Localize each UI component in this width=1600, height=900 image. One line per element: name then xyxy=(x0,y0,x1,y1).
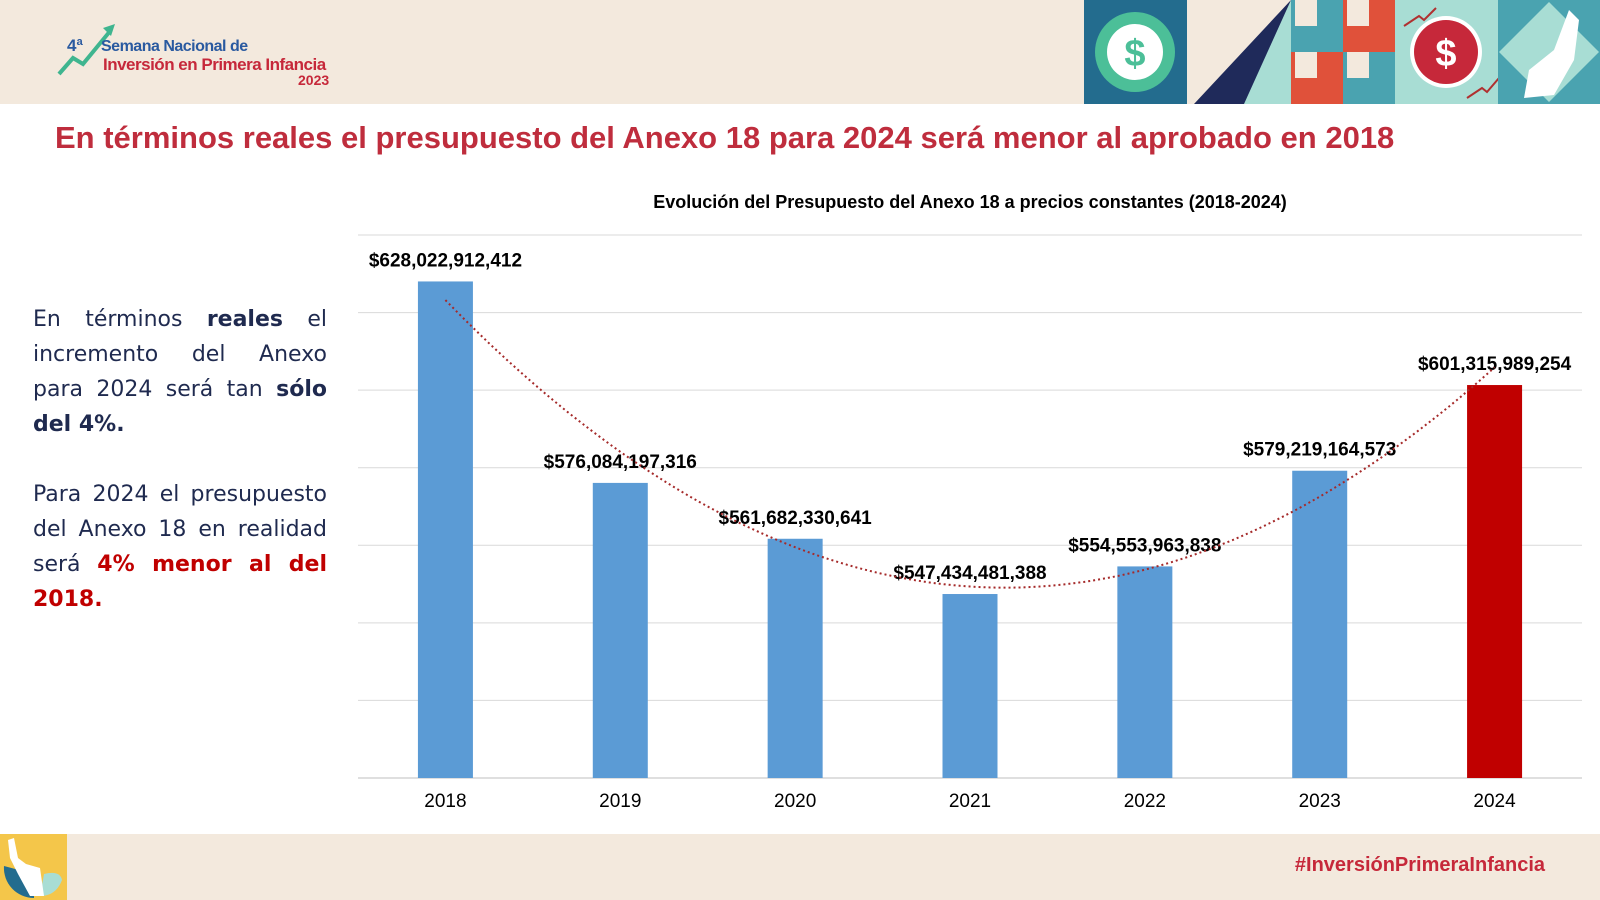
summary-paragraph-2: Para 2024 el presupuesto del Anexo 18 en… xyxy=(33,482,327,612)
x-tick-label: 2023 xyxy=(1299,791,1341,812)
bar-chart: Evolución del Presupuesto del Anexo 18 a… xyxy=(358,192,1582,812)
hand-icon xyxy=(1524,10,1579,98)
bar-2022 xyxy=(1117,566,1173,778)
data-label: $547,434,481,388 xyxy=(893,563,1046,584)
data-label: $601,315,989,254 xyxy=(1418,354,1572,375)
trendline xyxy=(444,299,1496,589)
data-label: $628,022,912,412 xyxy=(369,250,522,271)
summary-paragraph-1: En términos reales el incremento del Ane… xyxy=(33,307,328,437)
hand-logo-icon xyxy=(0,834,67,900)
x-tick-label: 2020 xyxy=(774,791,816,812)
data-label: $561,682,330,641 xyxy=(719,508,873,529)
footer-banner: #InversiónPrimeraInfancia xyxy=(0,834,1600,900)
decorative-banner: $ $ xyxy=(1084,0,1600,104)
x-tick-label: 2022 xyxy=(1124,791,1166,812)
chart-title: Evolución del Presupuesto del Anexo 18 a… xyxy=(653,192,1287,212)
x-tick-label: 2019 xyxy=(599,791,641,812)
x-tick-label: 2024 xyxy=(1473,791,1516,812)
bar-2020 xyxy=(767,538,823,778)
x-tick-label: 2018 xyxy=(424,791,466,812)
bar-2018 xyxy=(417,281,473,778)
page-title: En términos reales el presupuesto del An… xyxy=(55,120,1395,155)
hashtag[interactable]: #InversiónPrimeraInfancia xyxy=(1294,854,1545,876)
summary-text: En términos reales el incremento del Ane… xyxy=(33,302,327,652)
x-tick-label: 2021 xyxy=(949,791,991,812)
header-banner: 4ª Semana Nacional de Inversión en Prime… xyxy=(0,0,1600,104)
bar-2023 xyxy=(1292,470,1348,778)
data-label: $576,084,197,316 xyxy=(544,452,697,473)
data-label: $554,553,963,838 xyxy=(1068,535,1221,556)
data-label: $579,219,164,573 xyxy=(1243,440,1396,461)
bar-2024 xyxy=(1467,385,1523,778)
event-logo: 4ª Semana Nacional de Inversión en Prime… xyxy=(55,22,355,92)
bar-2021 xyxy=(942,594,998,778)
bar-2019 xyxy=(592,482,648,778)
svg-text:$: $ xyxy=(1435,33,1456,75)
dollar-icon xyxy=(1414,20,1478,84)
svg-text:$: $ xyxy=(1124,33,1145,75)
growth-arrow-icon xyxy=(57,24,115,76)
